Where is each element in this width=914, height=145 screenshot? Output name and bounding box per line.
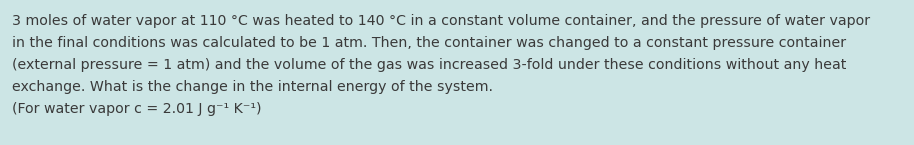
Text: (external pressure = 1 atm) and the volume of the gas was increased 3-fold under: (external pressure = 1 atm) and the volu…	[12, 58, 846, 72]
Text: 3 moles of water vapor at 110 °C was heated to 140 °C in a constant volume conta: 3 moles of water vapor at 110 °C was hea…	[12, 14, 870, 28]
Text: in the final conditions was calculated to be 1 atm. Then, the container was chan: in the final conditions was calculated t…	[12, 36, 846, 50]
Text: (For water vapor c = 2.01 J g⁻¹ K⁻¹): (For water vapor c = 2.01 J g⁻¹ K⁻¹)	[12, 102, 261, 116]
Text: exchange. What is the change in the internal energy of the system.: exchange. What is the change in the inte…	[12, 80, 493, 94]
